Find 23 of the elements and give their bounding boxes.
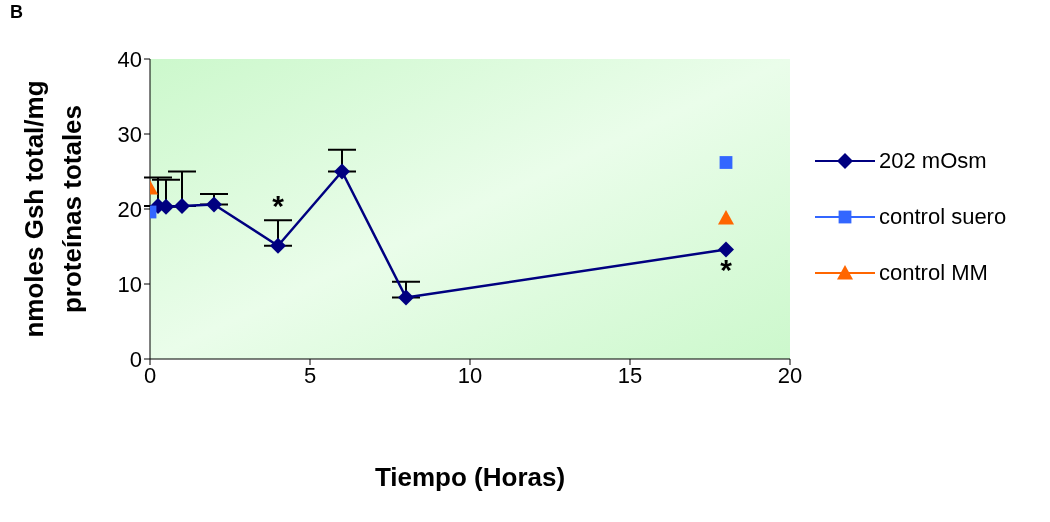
x-tick-label: 20: [777, 362, 803, 388]
legend-label: control suero: [879, 204, 1007, 230]
point: [206, 196, 222, 213]
y-tick-label: 20: [117, 196, 142, 222]
point: [174, 198, 190, 214]
x-tick-label: 5: [303, 362, 317, 388]
x-tick-label: 10: [457, 362, 483, 388]
y-tick-label: 30: [117, 121, 142, 147]
y-tick-label: 40: [117, 46, 142, 72]
point: [718, 241, 734, 258]
x-axis-title: Tiempo (Horas): [374, 462, 566, 492]
y-tick-label: 0: [129, 346, 142, 372]
legend-label: control MM: [879, 260, 988, 286]
y-axis-title: nmoles Gsh total/mg proteínas totales: [19, 80, 87, 338]
x-tick-label: 15: [617, 362, 643, 388]
legend-label: 202 mOsm: [879, 148, 987, 174]
point: [398, 289, 414, 306]
point: [334, 163, 350, 180]
annotation: *: [720, 252, 733, 286]
y-tick-label: 10: [117, 271, 142, 297]
point: [270, 237, 286, 254]
text: B: [10, 2, 23, 23]
annotation: *: [272, 189, 285, 223]
